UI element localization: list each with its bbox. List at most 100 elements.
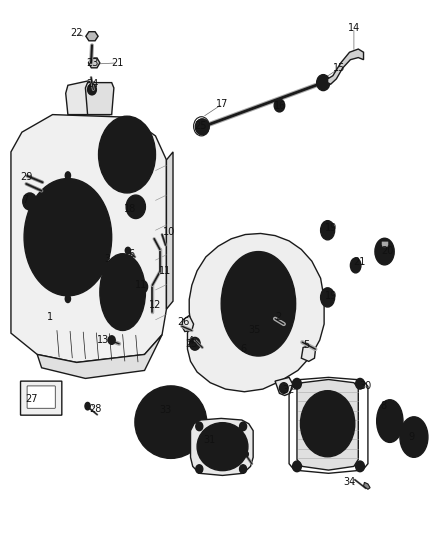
Ellipse shape xyxy=(407,427,421,447)
Ellipse shape xyxy=(321,221,335,240)
Polygon shape xyxy=(275,377,293,395)
Ellipse shape xyxy=(88,84,96,95)
Ellipse shape xyxy=(196,465,203,473)
Ellipse shape xyxy=(65,172,71,179)
Text: 22: 22 xyxy=(71,28,83,38)
Text: 32: 32 xyxy=(282,385,294,395)
Ellipse shape xyxy=(135,386,207,458)
Ellipse shape xyxy=(99,116,155,193)
Polygon shape xyxy=(37,335,162,378)
Ellipse shape xyxy=(85,402,90,410)
Ellipse shape xyxy=(197,423,248,471)
Polygon shape xyxy=(301,345,315,361)
Polygon shape xyxy=(88,58,100,68)
Ellipse shape xyxy=(190,337,200,350)
Ellipse shape xyxy=(110,132,144,177)
Text: 12: 12 xyxy=(149,301,162,310)
Ellipse shape xyxy=(293,378,301,389)
FancyBboxPatch shape xyxy=(27,386,55,408)
FancyBboxPatch shape xyxy=(21,381,62,415)
Polygon shape xyxy=(85,83,114,115)
Polygon shape xyxy=(381,241,389,248)
Ellipse shape xyxy=(199,124,204,130)
Polygon shape xyxy=(11,115,166,362)
Text: 30: 30 xyxy=(360,382,372,391)
Ellipse shape xyxy=(400,417,428,457)
Ellipse shape xyxy=(196,119,209,135)
Ellipse shape xyxy=(100,254,145,330)
Ellipse shape xyxy=(195,119,208,134)
Ellipse shape xyxy=(356,461,364,472)
Text: 21: 21 xyxy=(111,58,124,68)
Text: 11: 11 xyxy=(159,266,172,276)
Ellipse shape xyxy=(33,264,38,272)
Ellipse shape xyxy=(356,378,364,389)
Text: 29: 29 xyxy=(20,172,32,182)
Polygon shape xyxy=(297,379,358,470)
Text: 31: 31 xyxy=(203,435,215,445)
Ellipse shape xyxy=(317,75,330,91)
Polygon shape xyxy=(66,81,112,115)
Text: 6: 6 xyxy=(240,344,246,354)
Ellipse shape xyxy=(279,383,288,393)
Ellipse shape xyxy=(108,336,115,344)
Ellipse shape xyxy=(145,397,196,448)
Ellipse shape xyxy=(33,203,38,210)
Ellipse shape xyxy=(131,201,140,212)
Ellipse shape xyxy=(50,214,85,261)
Ellipse shape xyxy=(233,268,284,340)
Ellipse shape xyxy=(293,461,301,472)
Ellipse shape xyxy=(126,195,145,219)
Polygon shape xyxy=(86,31,98,41)
Ellipse shape xyxy=(98,264,103,272)
Ellipse shape xyxy=(98,203,103,210)
Ellipse shape xyxy=(24,179,112,296)
Polygon shape xyxy=(166,152,173,309)
Polygon shape xyxy=(187,233,324,392)
Ellipse shape xyxy=(300,391,355,457)
Ellipse shape xyxy=(125,247,131,254)
Text: 16: 16 xyxy=(274,101,286,110)
Ellipse shape xyxy=(380,245,389,258)
Polygon shape xyxy=(328,49,364,84)
Text: 4: 4 xyxy=(187,336,194,346)
Ellipse shape xyxy=(310,402,345,445)
Text: 33: 33 xyxy=(159,406,172,415)
Text: 11: 11 xyxy=(135,280,147,290)
Text: 23: 23 xyxy=(87,58,99,68)
Text: 8: 8 xyxy=(380,401,386,411)
Ellipse shape xyxy=(375,238,394,265)
Ellipse shape xyxy=(221,252,296,356)
Ellipse shape xyxy=(137,280,148,293)
Text: 6: 6 xyxy=(128,249,134,259)
Ellipse shape xyxy=(377,400,403,442)
Polygon shape xyxy=(364,482,370,489)
Text: 7: 7 xyxy=(22,195,28,205)
Text: 1: 1 xyxy=(47,312,53,322)
Ellipse shape xyxy=(240,422,247,431)
Text: 34: 34 xyxy=(343,478,356,487)
Ellipse shape xyxy=(274,99,285,112)
Ellipse shape xyxy=(27,197,33,206)
Ellipse shape xyxy=(350,258,361,273)
Ellipse shape xyxy=(196,422,203,431)
Text: 25: 25 xyxy=(194,122,207,131)
Text: 19: 19 xyxy=(325,223,337,233)
Text: 27: 27 xyxy=(25,394,38,403)
Text: 25: 25 xyxy=(186,339,198,349)
Ellipse shape xyxy=(23,193,37,210)
Text: 20: 20 xyxy=(381,246,394,255)
Text: 28: 28 xyxy=(89,405,102,414)
Polygon shape xyxy=(182,316,194,332)
Ellipse shape xyxy=(65,295,71,303)
Text: 24: 24 xyxy=(87,79,99,89)
Text: 2: 2 xyxy=(275,312,281,322)
Text: 18: 18 xyxy=(124,205,136,214)
Polygon shape xyxy=(191,418,253,475)
Text: 3: 3 xyxy=(104,254,110,263)
Text: 21: 21 xyxy=(353,257,365,267)
Ellipse shape xyxy=(385,413,395,429)
Text: 19: 19 xyxy=(325,291,337,301)
Ellipse shape xyxy=(244,451,248,457)
Text: 35: 35 xyxy=(249,326,261,335)
